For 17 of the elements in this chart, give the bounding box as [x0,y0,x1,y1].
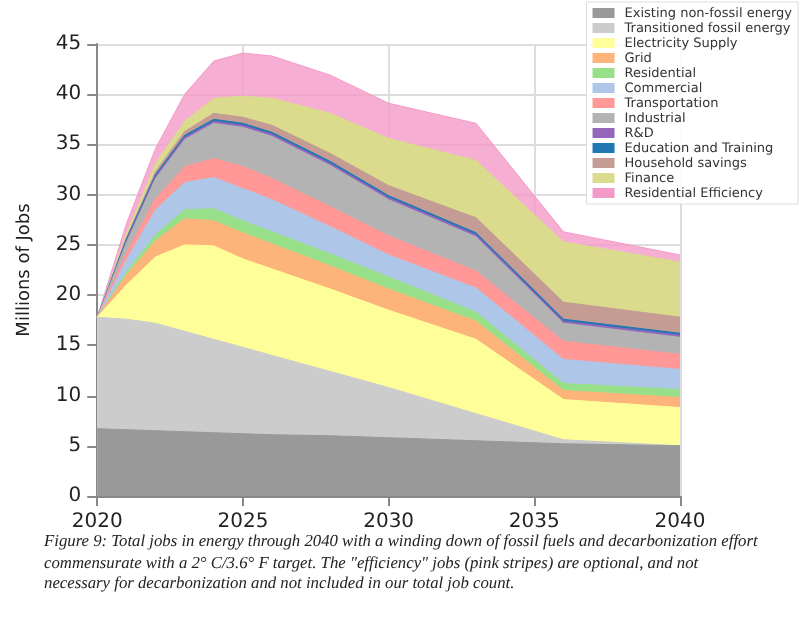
y-tick-label: 30 [55,183,82,206]
caption: Figure 9: Total jobs in energy through 2040 with a winding down of fossil fuels and decarbonization effort commensurate with a 2° C/3.6° F target. The "efficiency" jobs (pink stripes) are optional, and not necessary for decarbonization and not included in our total job count. [44,532,760,595]
x-tick-label: 2025 [217,511,269,533]
y-tick-label: 25 [55,233,82,256]
x-tick-label: 2035 [508,511,560,533]
x-tick-label: 2040 [654,511,706,533]
y-tick-label: 5 [68,434,82,457]
y-tick-label: 15 [55,334,82,357]
x-tick-label: 2020 [71,511,123,533]
y-tick-label: 20 [55,284,82,307]
y-tick-label: 10 [55,384,82,407]
y-tick-label: 40 [55,83,82,106]
x-tick-label: 2030 [363,511,415,533]
y-tick-label: 0 [68,485,82,507]
y-axis-title: Millions of Jobs [15,202,35,337]
y-tick-label: 35 [55,133,82,156]
y-tick-label: 45 [55,33,82,55]
